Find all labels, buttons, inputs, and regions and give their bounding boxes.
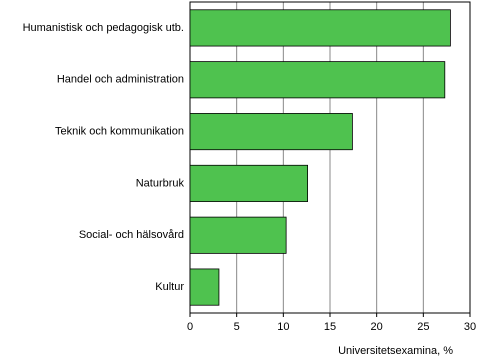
- x-tick-label: 5: [234, 321, 240, 333]
- x-tick-label: 10: [277, 321, 289, 333]
- y-tick-label: Handel och administration: [57, 74, 184, 86]
- x-axis-label: Universitetsexamina, %: [338, 345, 453, 357]
- x-tick-label: 20: [371, 321, 383, 333]
- bar: [189, 216, 287, 254]
- bar: [189, 9, 451, 47]
- y-tick-label: Naturbruk: [136, 177, 185, 189]
- y-tick-label: Humanistisk och pedagogisk utb.: [23, 22, 184, 34]
- bar: [189, 164, 308, 202]
- x-tick-label: 0: [187, 321, 193, 333]
- bar: [189, 61, 446, 99]
- y-tick-label: Social- och hälsovård: [79, 229, 184, 241]
- x-tick-label: 30: [464, 321, 476, 333]
- y-tick-label: Kultur: [155, 281, 184, 293]
- y-tick-label: Teknik och kommunikation: [55, 125, 184, 137]
- x-tick-label: 15: [324, 321, 336, 333]
- bar: [189, 113, 353, 151]
- x-tick-label: 25: [417, 321, 429, 333]
- plot-frame: [189, 1, 471, 314]
- bar: [189, 268, 220, 306]
